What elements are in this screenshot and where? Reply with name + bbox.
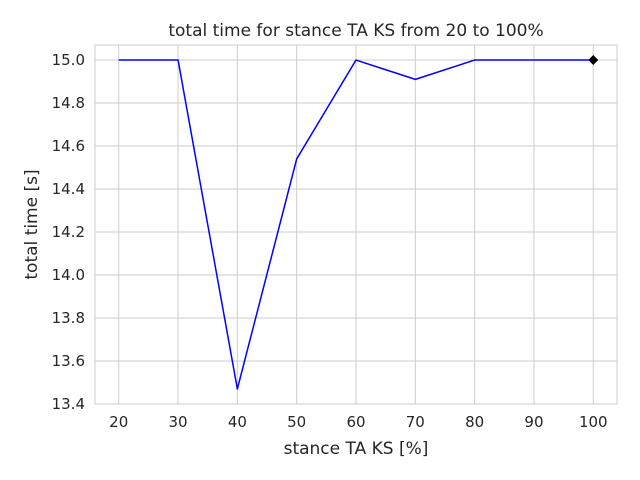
y-tick-label: 14.6 (52, 137, 85, 155)
marker-layer (588, 55, 599, 66)
y-tick-labels: 13.4 13.6 13.8 14.0 14.2 14.4 14.6 14.8 15.0 (52, 51, 85, 413)
y-tick-label: 15.0 (52, 51, 85, 69)
x-tick-label: 30 (168, 413, 187, 431)
plot-frame (94, 44, 618, 405)
x-axis-label: stance TA KS [%] (284, 439, 429, 459)
x-tick-label: 80 (465, 413, 484, 431)
chart-title: total time for stance TA KS from 20 to 1… (168, 21, 543, 41)
x-tick-label: 60 (346, 413, 365, 431)
y-tick-label: 14.8 (52, 94, 85, 112)
x-tick-label: 50 (287, 413, 306, 431)
y-tick-label: 13.8 (52, 309, 85, 327)
y-tick-label: 14.0 (52, 266, 85, 284)
y-tick-label: 13.6 (52, 352, 85, 370)
highlight-diamond-marker (588, 55, 599, 66)
x-tick-label: 70 (406, 413, 425, 431)
series-line (118, 59, 594, 390)
y-tick-label: 14.4 (52, 180, 85, 198)
series-layer (118, 59, 594, 390)
x-tick-label: 20 (109, 413, 128, 431)
y-tick-label: 14.2 (52, 223, 85, 241)
x-tick-label: 90 (524, 413, 543, 431)
x-tick-label: 100 (579, 413, 608, 431)
y-axis-label: total time [s] (22, 169, 42, 279)
x-tick-label: 40 (228, 413, 247, 431)
x-tick-labels: 20 30 40 50 60 70 80 90 100 (109, 413, 607, 431)
y-tick-label: 13.4 (52, 395, 85, 413)
